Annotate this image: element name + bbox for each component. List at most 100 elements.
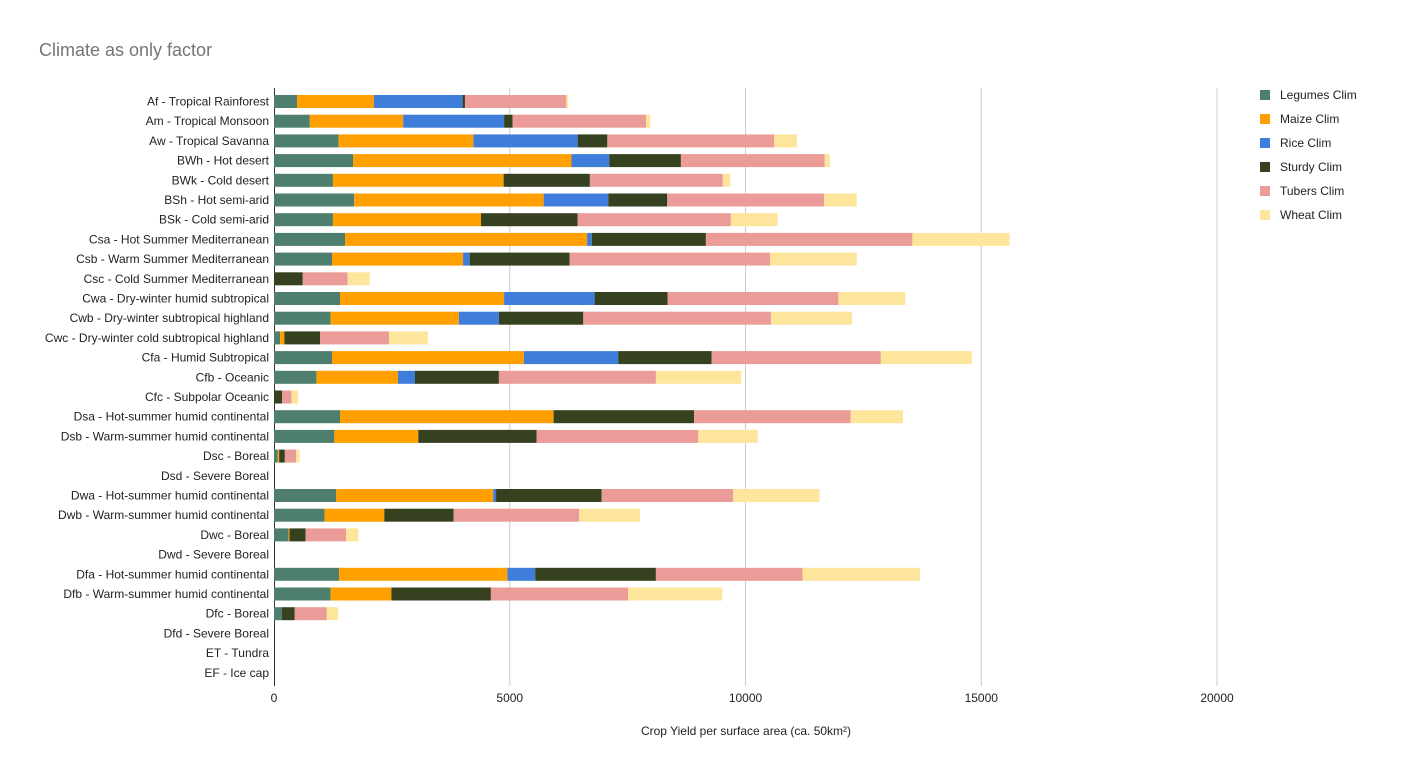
bar-segment xyxy=(733,489,820,502)
legend-swatch xyxy=(1260,90,1270,100)
bar-segment xyxy=(279,449,285,463)
bar-segment xyxy=(414,370,499,384)
bar-segment xyxy=(288,528,290,542)
category-label: Dwc - Boreal xyxy=(200,528,269,542)
bar-segment xyxy=(579,508,640,522)
bar-segment xyxy=(667,292,839,305)
bar-segment xyxy=(294,607,327,621)
bar-segment xyxy=(274,370,317,384)
bar-segment xyxy=(655,567,803,581)
bar-segment xyxy=(705,232,913,246)
category-label: EF - Ice cap xyxy=(204,666,269,680)
bar-segment xyxy=(274,587,331,601)
bar-segment xyxy=(389,331,428,345)
category-labels: Af - Tropical Rainforest Am - Tropical Mo… xyxy=(45,95,270,680)
bar-segment xyxy=(498,311,584,325)
bar-segment xyxy=(332,213,481,227)
legend-label: Maize Clim xyxy=(1280,112,1339,126)
category-label: Cfa - Humid Subtropical xyxy=(142,351,269,365)
bar-segment xyxy=(274,390,283,404)
legend: Legumes Clim Maize Clim Rice Clim Sturdy Cl… xyxy=(1260,88,1357,222)
bar-segment xyxy=(297,95,374,108)
category-label: Cwa - Dry-winter humid subtropical xyxy=(82,292,269,306)
bar-segment xyxy=(345,232,588,246)
bar-segment xyxy=(543,193,609,207)
category-label: BSh - Hot semi-arid xyxy=(164,193,269,207)
bar-segment xyxy=(320,331,390,345)
bar-segment xyxy=(912,232,1010,246)
bar-segment xyxy=(504,292,595,305)
bar-segment xyxy=(802,567,920,581)
category-label: Dsa - Hot-summer humid continental xyxy=(74,410,269,424)
bar-segment xyxy=(694,410,851,424)
bar-segment xyxy=(462,95,465,108)
bar-segment xyxy=(824,154,830,168)
legend-swatch xyxy=(1260,210,1270,220)
bar-segment xyxy=(535,567,656,581)
category-label: Dsc - Boreal xyxy=(203,449,269,463)
bar-segment xyxy=(504,114,513,128)
category-label: Csb - Warm Summer Mediterranean xyxy=(76,252,269,266)
bar-segment xyxy=(496,489,602,502)
bar-segment xyxy=(774,134,797,148)
bar-segment xyxy=(498,370,656,384)
bar-segment xyxy=(282,390,292,404)
bar-segment xyxy=(473,134,578,148)
bar-segment xyxy=(274,311,331,325)
bar-segment xyxy=(722,173,731,187)
bar-segment xyxy=(609,154,681,168)
bar-segment xyxy=(566,95,569,108)
bar-segment xyxy=(583,311,771,325)
category-label: Dfa - Hot-summer humid continental xyxy=(76,567,269,581)
bars-layer xyxy=(274,95,1010,621)
legend-swatch xyxy=(1260,114,1270,124)
bar-segment xyxy=(607,134,775,148)
bar-segment xyxy=(274,173,333,187)
bar-segment xyxy=(330,311,459,325)
bar-segment xyxy=(274,95,298,108)
bar-segment xyxy=(354,193,544,207)
bar-segment xyxy=(373,95,463,108)
bar-segment xyxy=(464,95,567,108)
bar-segment xyxy=(274,252,332,266)
bar-segment xyxy=(274,134,339,148)
bar-segment xyxy=(618,351,712,365)
legend-label: Legumes Clim xyxy=(1280,88,1357,102)
bar-segment xyxy=(403,114,505,128)
bar-segment xyxy=(332,173,504,187)
bar-segment xyxy=(453,508,580,522)
bar-segment xyxy=(277,449,280,463)
bar-segment xyxy=(274,508,325,522)
bar-segment xyxy=(274,331,281,345)
bar-segment xyxy=(305,528,347,542)
x-tick-label: 0 xyxy=(271,691,278,705)
category-label: Cfc - Subpolar Oceanic xyxy=(145,390,269,404)
category-label: Dfd - Severe Boreal xyxy=(164,626,269,640)
bar-segment xyxy=(274,232,346,246)
bar-segment xyxy=(274,528,289,542)
x-axis-title: Crop Yield per surface area (ca. 50km²) xyxy=(641,724,851,738)
category-label: Dfc - Boreal xyxy=(206,607,269,621)
bar-segment xyxy=(326,607,339,621)
bar-segment xyxy=(347,272,370,286)
bar-segment xyxy=(667,193,825,207)
bar-segment xyxy=(291,390,299,404)
bar-segment xyxy=(331,351,524,365)
bar-segment xyxy=(577,213,731,227)
bar-segment xyxy=(589,173,723,187)
bar-segment xyxy=(512,114,647,128)
bar-segment xyxy=(770,252,857,266)
bar-segment xyxy=(289,528,306,542)
bar-segment xyxy=(384,508,454,522)
category-label: Csa - Hot Summer Mediterranean xyxy=(89,232,269,246)
category-label: Cwc - Dry-winter cold subtropical highla… xyxy=(45,331,269,345)
bar-segment xyxy=(838,292,906,305)
bar-segment xyxy=(346,528,359,542)
bar-segment xyxy=(608,193,668,207)
legend-label: Tubers Clim xyxy=(1280,184,1344,198)
category-label: BWk - Cold desert xyxy=(172,173,270,187)
bar-segment xyxy=(391,587,491,601)
legend-swatch xyxy=(1260,138,1270,148)
legend-label: Rice Clim xyxy=(1280,136,1331,150)
bar-segment xyxy=(339,567,508,581)
